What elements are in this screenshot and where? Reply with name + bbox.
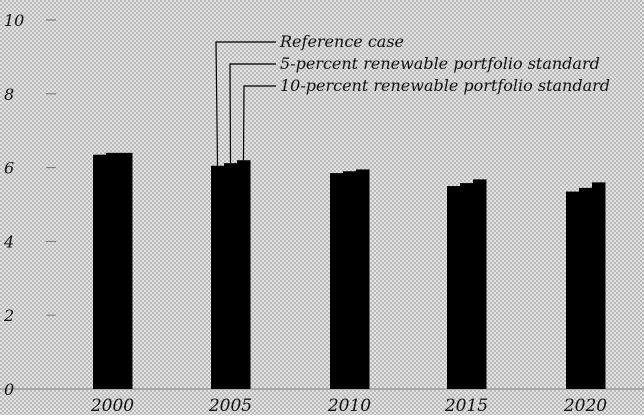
x-tick-label: 2000 — [90, 396, 134, 415]
legend: Reference case 5-percent renewable portfo… — [215, 32, 610, 166]
y-tick-label: 0 — [4, 380, 14, 399]
bar-3-2015 — [473, 179, 487, 389]
axis: 0 2 4 6 8 10 2000 2005 2010 2015 2020 — [0, 11, 644, 416]
bar-3-2000 — [119, 152, 133, 389]
bar-1-2000 — [93, 154, 107, 389]
y-tick-label: 2 — [3, 306, 14, 325]
bar-3-2020 — [592, 182, 606, 389]
bar-3-2005 — [237, 160, 251, 389]
bar-2-2010 — [343, 171, 357, 389]
x-tick-label: 2005 — [208, 396, 252, 415]
bar-1-2010 — [330, 173, 344, 389]
legend-entry: Reference case — [279, 32, 404, 51]
bar-2-2015 — [460, 183, 474, 389]
legend-entry: 5-percent renewable portfolio standard — [280, 54, 600, 73]
y-tick-label: 4 — [3, 232, 14, 251]
bar-3-2010 — [356, 169, 370, 389]
legend-leader-line — [242, 85, 276, 161]
y-tick-label: 8 — [4, 85, 14, 104]
bars — [93, 152, 606, 389]
x-tick-label: 2015 — [444, 396, 488, 415]
bar-2-2000 — [106, 152, 120, 389]
legend-leader-line — [229, 63, 276, 164]
x-tick-label: 2020 — [563, 396, 607, 415]
bar-1-2020 — [566, 191, 580, 389]
legend-leader-line — [215, 41, 276, 166]
legend-entry: 10-percent renewable portfolio standard — [280, 76, 610, 95]
y-tick-label: 6 — [4, 159, 14, 178]
bar-1-2005 — [211, 165, 225, 389]
x-tick-label: 2010 — [327, 396, 371, 415]
bar-1-2015 — [447, 186, 461, 389]
bar-2-2020 — [579, 187, 593, 389]
bar-2-2005 — [224, 163, 238, 389]
y-tick-label: 10 — [4, 11, 24, 30]
